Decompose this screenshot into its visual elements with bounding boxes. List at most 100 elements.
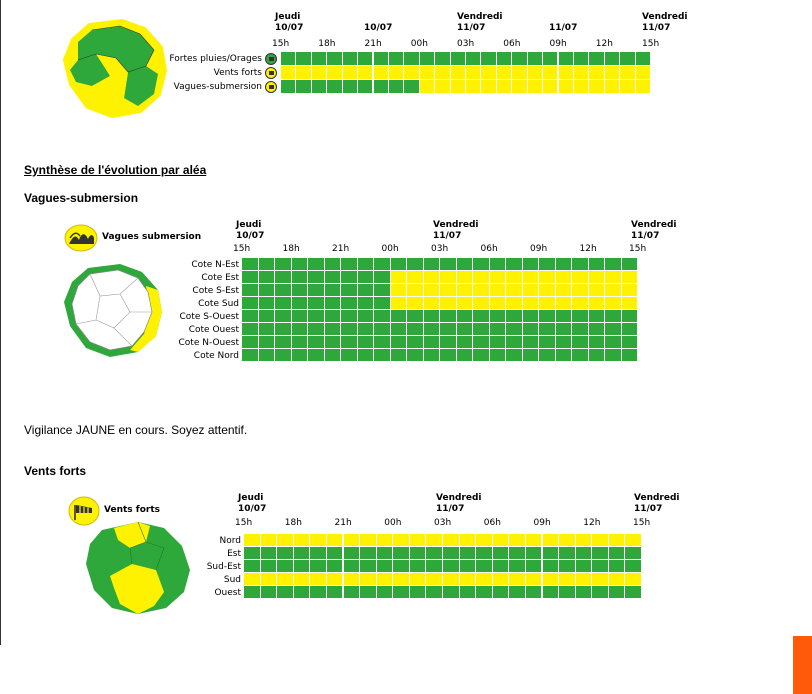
cell-yellow <box>456 297 473 310</box>
vg-tick: 06h <box>480 244 498 254</box>
vt-day-name: Jeudi <box>238 493 264 503</box>
synthese-title: Synthèse de l'évolution par aléa <box>24 163 207 177</box>
cell-green <box>542 547 560 560</box>
cell-yellow <box>573 80 590 94</box>
cell-yellow <box>459 573 477 586</box>
cell-green <box>489 310 506 323</box>
cell-green <box>522 349 539 362</box>
cell-green <box>573 52 590 66</box>
cell-yellow <box>512 80 528 94</box>
cell-green <box>291 271 308 284</box>
cell-green <box>260 586 278 599</box>
cell-green <box>341 349 358 362</box>
cell-green <box>435 52 451 66</box>
cell-yellow <box>522 297 539 310</box>
cell-green <box>426 560 443 573</box>
cell-green <box>588 323 605 336</box>
cell-yellow <box>244 573 261 586</box>
cell-green <box>291 349 308 362</box>
cell-green <box>244 560 261 573</box>
cell-yellow <box>608 573 626 586</box>
cell-yellow <box>277 573 294 586</box>
vt-tick: 18h <box>284 518 302 528</box>
cell-green <box>588 336 605 349</box>
cell-yellow <box>440 297 457 310</box>
cell-yellow <box>542 534 560 547</box>
cell-green <box>275 323 292 336</box>
vt-tick: 03h <box>434 518 452 528</box>
cell-yellow <box>506 297 523 310</box>
cell-yellow <box>409 534 427 547</box>
cell-yellow <box>589 80 605 94</box>
vagues-legend-label: Vagues submersion <box>102 232 202 242</box>
cell-green <box>407 258 424 271</box>
cell-green <box>341 323 358 336</box>
cell-yellow <box>621 271 638 284</box>
cell-yellow <box>373 66 389 80</box>
cell-green <box>242 323 259 336</box>
cell-green <box>466 52 482 66</box>
cell-green <box>376 547 394 560</box>
cell-green <box>373 80 389 94</box>
cell-green <box>443 547 460 560</box>
cell-yellow <box>592 534 609 547</box>
cell-green <box>621 258 638 271</box>
cell-green <box>260 547 278 560</box>
cell-green <box>492 560 510 573</box>
cell-yellow <box>522 271 539 284</box>
cell-green <box>242 271 259 284</box>
cell-green <box>407 336 424 349</box>
vagues-grid <box>242 258 638 362</box>
ov-tick: 03h <box>457 39 475 49</box>
cell-yellow <box>559 573 576 586</box>
cell-green <box>506 349 523 362</box>
cell-green <box>374 271 391 284</box>
cell-green <box>459 547 477 560</box>
cell-yellow <box>456 284 473 297</box>
cell-green <box>522 323 539 336</box>
cell-yellow <box>621 284 638 297</box>
cell-green <box>291 323 308 336</box>
cell-yellow <box>390 297 407 310</box>
vt-day-date: 11/07 <box>634 504 663 514</box>
cell-yellow <box>404 66 420 80</box>
feedback-tab[interactable] <box>793 636 812 694</box>
ov-day-name: Vendredi <box>642 12 688 22</box>
cell-yellow <box>466 66 482 80</box>
vg-tick: 00h <box>381 244 399 254</box>
vt-tick: 12h <box>583 518 601 528</box>
cell-yellow <box>260 573 278 586</box>
cell-green <box>456 310 473 323</box>
cell-yellow <box>575 534 593 547</box>
cell-green <box>473 349 490 362</box>
cell-yellow <box>558 66 574 80</box>
vg-day-name: Jeudi <box>236 220 262 230</box>
cell-green <box>459 586 477 599</box>
cell-yellow <box>423 271 440 284</box>
cell-yellow <box>573 66 590 80</box>
cell-green <box>275 349 292 362</box>
cell-green <box>440 323 457 336</box>
cell-green <box>608 586 626 599</box>
cell-yellow <box>407 297 424 310</box>
cell-green <box>308 271 325 284</box>
cell-green <box>324 284 341 297</box>
cell-yellow <box>559 534 576 547</box>
cell-yellow <box>459 534 477 547</box>
cell-green <box>426 547 443 560</box>
vt-day-name: Vendredi <box>436 493 482 503</box>
cell-green <box>443 586 460 599</box>
cell-green <box>327 52 343 66</box>
cell-green <box>374 258 391 271</box>
cell-green <box>559 547 576 560</box>
cell-green <box>310 547 327 560</box>
cell-yellow <box>473 284 490 297</box>
rain-storm-icon <box>265 53 277 65</box>
cell-green <box>258 271 275 284</box>
ov-day-date: 11/07 <box>457 23 486 33</box>
ov-tick: 15h <box>642 39 660 49</box>
cell-green <box>308 323 325 336</box>
cell-green <box>555 349 572 362</box>
cell-green <box>293 560 311 573</box>
cell-green <box>310 586 327 599</box>
